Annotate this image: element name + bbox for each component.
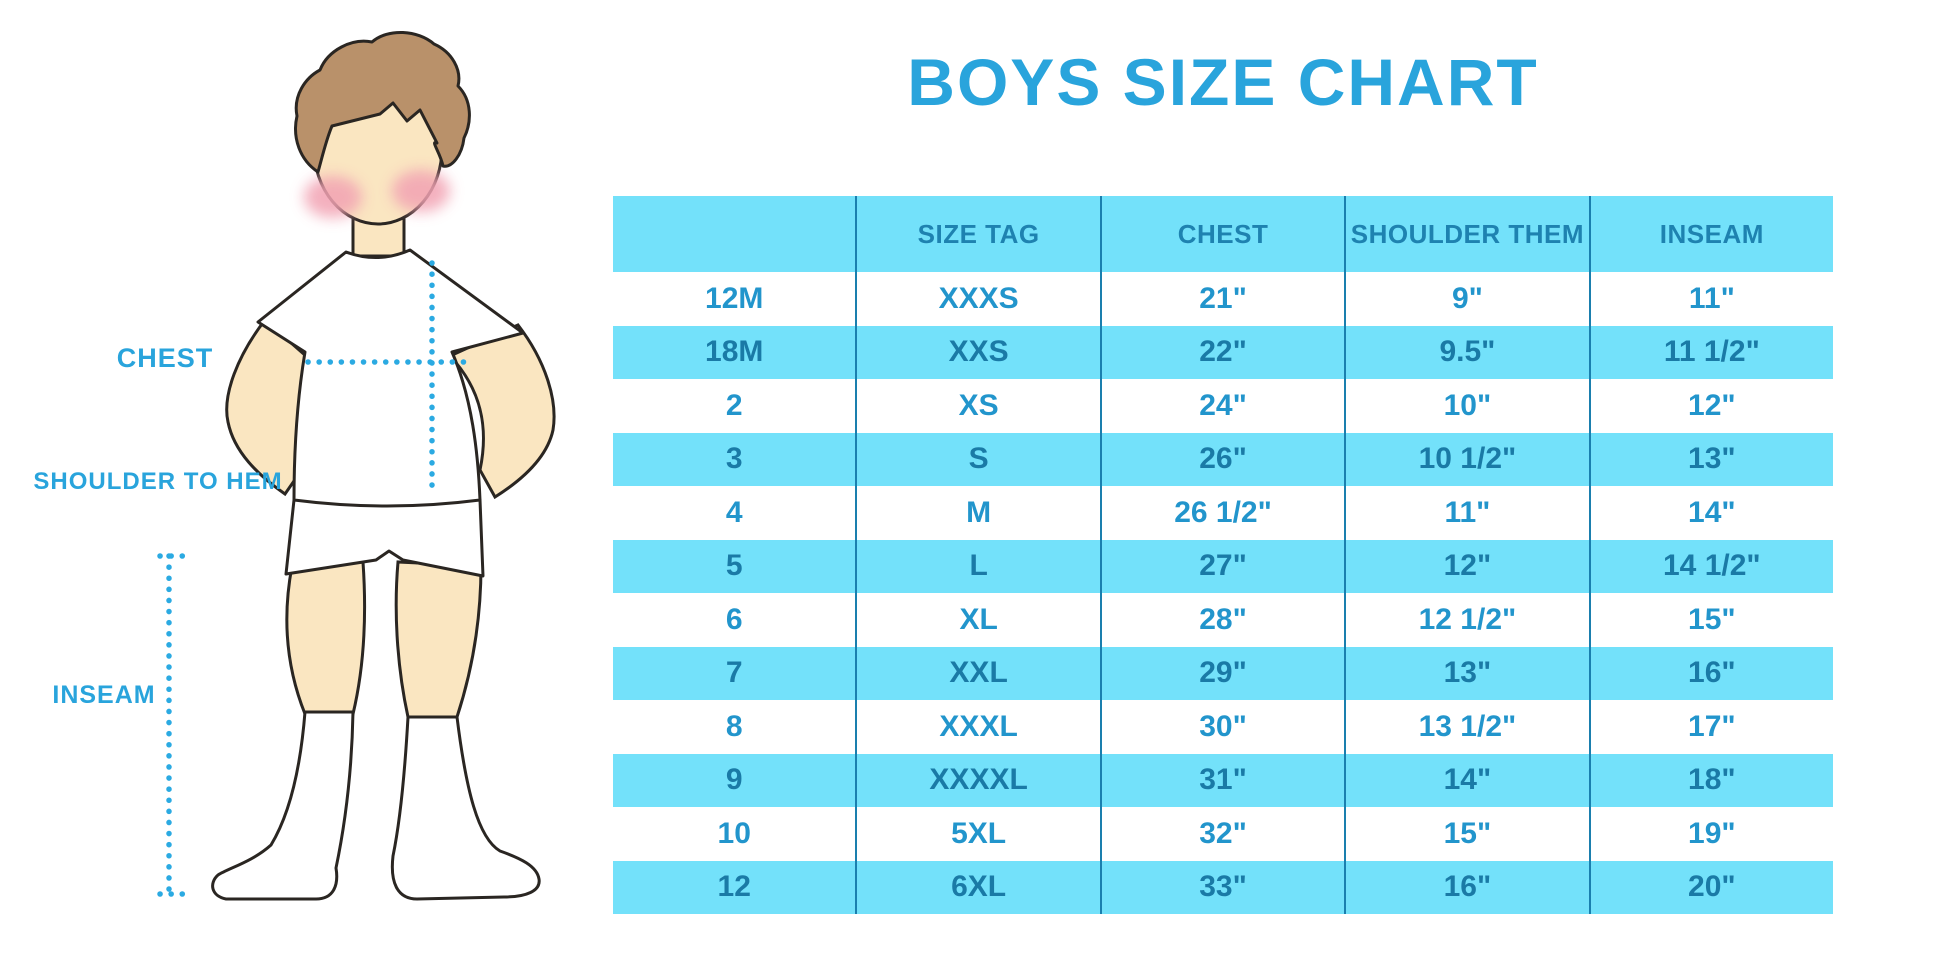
cell-chest: 33" <box>1099 860 1344 914</box>
shoulder-to-hem-label: SHOULDER TO HEM <box>33 468 283 495</box>
cell-inseam: 15" <box>1588 593 1833 647</box>
table-row: 6 XL 28" 12 1/2" 15" <box>613 593 1833 647</box>
cell-size-tag: XXL <box>855 646 1099 700</box>
boy-left-sock <box>211 710 355 901</box>
table-row: 9 XXXXL 31" 14" 18" <box>613 753 1833 807</box>
cell-size-tag: XXS <box>855 325 1099 379</box>
table-row: 7 XXL 29" 13" 16" <box>613 646 1833 700</box>
cell-shoulder: 16" <box>1344 860 1588 914</box>
cell-size: 12 <box>717 870 751 904</box>
cell-shoulder: 14" <box>1344 753 1588 807</box>
cell-size-tag: XS <box>855 379 1099 433</box>
cell-shoulder: 10" <box>1344 379 1588 433</box>
cell-size-tag: 5XL <box>855 807 1099 861</box>
cell-shoulder: 15" <box>1344 807 1588 861</box>
cell-size: 12M <box>705 281 764 315</box>
cell-chest: 26 1/2" <box>1099 486 1344 540</box>
cell-chest: 29" <box>1099 646 1344 700</box>
boy-illustration <box>157 30 556 901</box>
size-chart-table: SIZE TAG CHEST SHOULDER THEM INSEAM 12M … <box>613 196 1833 914</box>
table-row: 2 XS 24" 10" 12" <box>613 379 1833 433</box>
page-title: BOYS SIZE CHART <box>907 45 1539 119</box>
cell-chest: 31" <box>1099 753 1344 807</box>
boy-right-arm <box>447 323 556 500</box>
cell-size: 3 <box>725 442 743 476</box>
header-cell-inseam: INSEAM <box>1588 196 1833 272</box>
boy-shorts <box>284 498 485 578</box>
header-cell-chest: CHEST <box>1099 196 1344 272</box>
table-row: 10 5XL 32" 15" 19" <box>613 807 1833 861</box>
header-cell-shoulder: SHOULDER THEM <box>1344 196 1588 272</box>
cell-inseam: 16" <box>1588 646 1833 700</box>
cell-size: 10 <box>717 816 751 850</box>
table-row: 4 M 26 1/2" 11" 14" <box>613 486 1833 540</box>
cell-size: 7 <box>725 656 743 690</box>
cell-size: 9 <box>725 763 743 797</box>
cell-size: 5 <box>725 549 743 583</box>
header-cell-blank <box>613 196 855 272</box>
boy-shirt <box>256 248 525 508</box>
boy-right-leg <box>394 560 483 719</box>
header-cell-size-tag: SIZE TAG <box>855 196 1099 272</box>
cell-size-tag: XXXL <box>855 700 1099 754</box>
cell-chest: 24" <box>1099 379 1344 433</box>
cell-shoulder: 9.5" <box>1344 325 1588 379</box>
cell-size-tag: 6XL <box>855 860 1099 914</box>
cell-inseam: 20" <box>1588 860 1833 914</box>
cell-size-tag: L <box>855 539 1099 593</box>
cell-size: 2 <box>725 388 743 422</box>
cell-inseam: 14 1/2" <box>1588 539 1833 593</box>
cell-size: 18M <box>705 335 764 369</box>
cell-inseam: 18" <box>1588 753 1833 807</box>
table-row: 18M XXS 22" 9.5" 11 1/2" <box>613 325 1833 379</box>
cell-shoulder: 10 1/2" <box>1344 432 1588 486</box>
cell-inseam: 14" <box>1588 486 1833 540</box>
boy-left-leg <box>285 560 367 716</box>
cell-size: 6 <box>725 602 743 636</box>
cell-inseam: 11 1/2" <box>1588 325 1833 379</box>
cell-chest: 21" <box>1099 272 1344 326</box>
boy-hair <box>294 30 471 174</box>
table-row: 5 L 27" 12" 14 1/2" <box>613 539 1833 593</box>
boy-left-cheek <box>304 176 362 218</box>
cell-chest: 22" <box>1099 325 1344 379</box>
cell-size: 8 <box>725 709 743 743</box>
table-row: 8 XXXL 30" 13 1/2" 17" <box>613 700 1833 754</box>
cell-chest: 28" <box>1099 593 1344 647</box>
cell-chest: 27" <box>1099 539 1344 593</box>
table-header-row: SIZE TAG CHEST SHOULDER THEM INSEAM <box>613 196 1833 272</box>
cell-inseam: 12" <box>1588 379 1833 433</box>
table-row: 12M XXXS 21" 9" 11" <box>613 272 1833 326</box>
cell-inseam: 17" <box>1588 700 1833 754</box>
boy-right-sock <box>390 715 541 901</box>
cell-shoulder: 11" <box>1344 486 1588 540</box>
cell-size: 4 <box>725 495 743 529</box>
cell-shoulder: 12" <box>1344 539 1588 593</box>
cell-chest: 26" <box>1099 432 1344 486</box>
cell-shoulder: 13 1/2" <box>1344 700 1588 754</box>
cell-size-tag: M <box>855 486 1099 540</box>
cell-inseam: 19" <box>1588 807 1833 861</box>
cell-size-tag: XXXXL <box>855 753 1099 807</box>
inseam-label: INSEAM <box>52 681 156 709</box>
cell-inseam: 13" <box>1588 432 1833 486</box>
chest-label: CHEST <box>116 343 214 373</box>
cell-size-tag: XXXS <box>855 272 1099 326</box>
cell-size-tag: S <box>855 432 1099 486</box>
cell-shoulder: 9" <box>1344 272 1588 326</box>
cell-inseam: 11" <box>1588 272 1833 326</box>
boy-right-cheek <box>392 170 450 212</box>
cell-size-tag: XL <box>855 593 1099 647</box>
cell-chest: 30" <box>1099 700 1344 754</box>
table-row: 12 6XL 33" 16" 20" <box>613 860 1833 914</box>
cell-chest: 32" <box>1099 807 1344 861</box>
cell-shoulder: 13" <box>1344 646 1588 700</box>
table-row: 3 S 26" 10 1/2" 13" <box>613 432 1833 486</box>
cell-shoulder: 12 1/2" <box>1344 593 1588 647</box>
